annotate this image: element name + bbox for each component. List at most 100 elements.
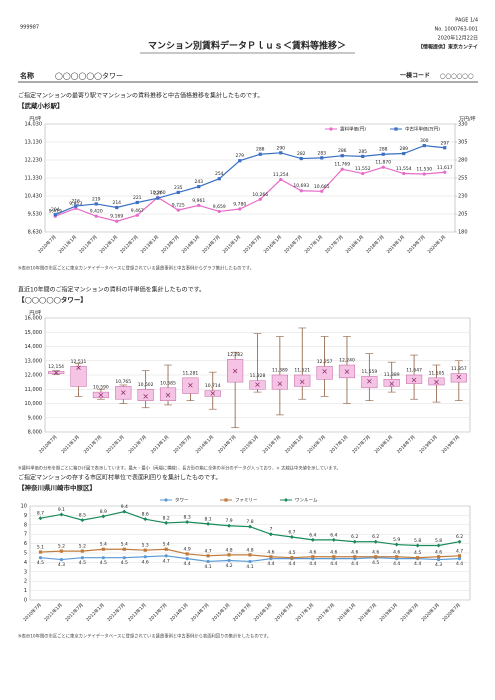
chart-title: 【◯◯◯◯◯タワー】 <box>18 295 87 304</box>
point <box>80 549 84 553</box>
point <box>443 146 447 150</box>
box <box>316 366 333 380</box>
y2-tick-label: 305 <box>458 140 468 146</box>
median-marker <box>434 379 439 385</box>
y2-axis-label: 万円/坪 <box>459 116 476 123</box>
y-tick-label: 6 <box>24 541 27 547</box>
data-label: 4.5 <box>100 560 107 566</box>
data-label: 6.2 <box>372 534 379 540</box>
data-label: 10,665 <box>314 184 330 190</box>
data-label: 4.6 <box>330 549 337 555</box>
data-label: 9.1 <box>58 507 65 513</box>
data-label: 10,266 <box>252 192 268 198</box>
page-no: PAGE 1/4 <box>455 18 478 24</box>
median-marker <box>277 381 283 386</box>
data-label: 235 <box>174 185 183 191</box>
data-label: 4.5 <box>37 560 44 566</box>
data-label: 6.4 <box>309 532 316 538</box>
point <box>80 518 85 523</box>
point <box>94 214 98 218</box>
data-label: 12,257 <box>317 359 333 365</box>
point <box>197 203 201 207</box>
data-label: 10,360 <box>150 190 166 196</box>
legend-label: ワンルーム <box>295 498 318 504</box>
point <box>436 557 441 562</box>
series-line <box>55 166 445 222</box>
point <box>299 156 303 161</box>
y-tick-label: 11,330 <box>25 176 43 182</box>
median-marker <box>299 379 305 385</box>
median-marker <box>143 394 148 399</box>
y-axis-label: 円/坪 <box>29 116 41 123</box>
data-label: 5.4 <box>100 542 107 548</box>
point <box>238 207 242 211</box>
data-label: 5.3 <box>142 543 149 549</box>
point <box>206 521 211 526</box>
data-label: 9,659 <box>213 204 226 210</box>
data-label: 219 <box>92 196 101 202</box>
point <box>331 537 336 542</box>
point <box>361 154 365 158</box>
point <box>290 556 294 560</box>
data-label: 9,780 <box>233 202 246 208</box>
point <box>115 205 119 210</box>
data-label: 11,389 <box>272 368 288 374</box>
point <box>227 553 231 557</box>
point <box>217 209 221 214</box>
data-label: 6.2 <box>456 534 463 540</box>
point <box>53 213 57 217</box>
point <box>59 549 64 553</box>
caption: ご指定マンションの存する市区町村単位で表面利回りを集計したものです。 <box>18 474 221 482</box>
point <box>436 543 441 548</box>
data-label: 9,725 <box>172 203 185 209</box>
data-label: 4.4 <box>351 561 358 567</box>
median-marker <box>188 382 193 388</box>
data-label: 7.8 <box>246 519 253 525</box>
data-label: 10,693 <box>293 183 309 189</box>
data-label: 9,813 <box>69 201 82 207</box>
point <box>320 189 324 193</box>
data-label: 5.9 <box>393 537 400 543</box>
data-label: 8.6 <box>142 512 149 518</box>
median-marker <box>76 365 81 370</box>
point <box>332 555 336 559</box>
legend-marker <box>394 127 398 131</box>
point <box>248 559 252 564</box>
box <box>294 374 311 387</box>
y-tick-label: 12,230 <box>25 158 43 164</box>
point <box>122 509 127 514</box>
data-label: 10,714 <box>205 383 221 389</box>
data-label: 6.7 <box>288 530 295 536</box>
box <box>450 373 467 383</box>
y-tick-label: 11,000 <box>25 387 43 393</box>
y-tick-label: 10,430 <box>25 194 43 200</box>
point <box>122 556 126 560</box>
y-axis-label: 円/坪 <box>29 310 41 317</box>
point <box>320 156 324 160</box>
point <box>374 555 378 559</box>
y-tick-label: 2 <box>24 579 27 585</box>
legend-marker <box>329 127 333 131</box>
y-tick-label: 10 <box>21 504 27 510</box>
point <box>289 535 294 540</box>
point <box>457 557 462 561</box>
point <box>74 204 78 208</box>
point <box>310 537 315 542</box>
data-label: 4.7 <box>456 548 463 554</box>
data-label: 4.4 <box>267 561 274 567</box>
median-marker <box>322 369 327 374</box>
point <box>268 532 273 537</box>
data-label: 12,282 <box>227 352 243 358</box>
series-line <box>55 144 445 216</box>
box <box>271 374 288 390</box>
data-label: 11,647 <box>406 368 422 374</box>
data-label: 9,961 <box>192 198 205 204</box>
legend-label: 中古坪単価(万円) <box>405 126 440 133</box>
data-label: 4.5 <box>372 560 379 566</box>
point <box>206 559 210 564</box>
point <box>422 144 426 148</box>
y-tick-label: 16,000 <box>25 316 43 322</box>
y-tick-label: 15,000 <box>25 330 43 336</box>
data-label: 8.3 <box>184 514 191 520</box>
chart-title: 【武蔵小杉駅】 <box>18 101 64 110</box>
